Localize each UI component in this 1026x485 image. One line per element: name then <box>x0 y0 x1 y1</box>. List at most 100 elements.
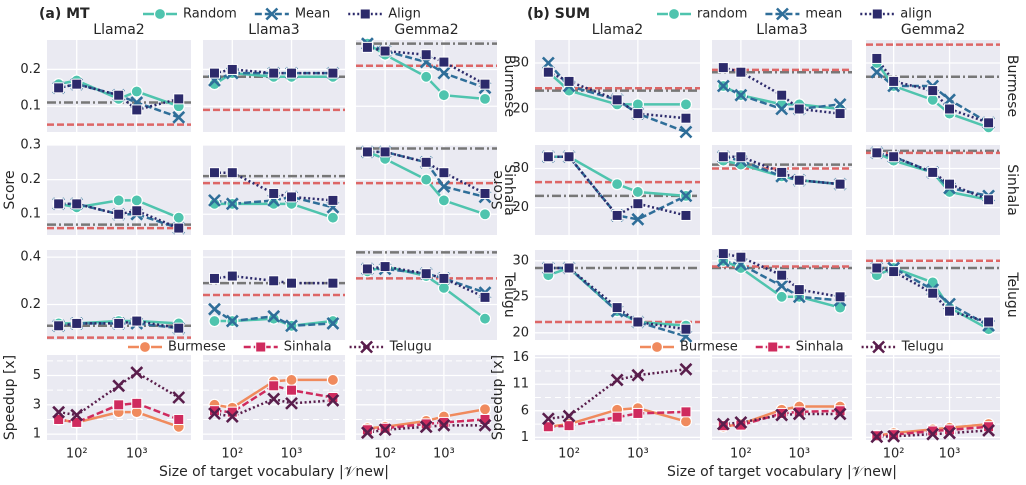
data-point <box>927 85 939 97</box>
data-point <box>776 89 788 101</box>
data-point <box>775 279 789 293</box>
y-tick-label: 0.3 <box>20 138 41 153</box>
x-tick-label: 10² <box>730 447 752 462</box>
data-point <box>888 75 900 87</box>
data-point <box>52 405 66 419</box>
y-axis-label: Speedup [x] <box>490 355 506 440</box>
data-point <box>887 429 901 443</box>
data-point <box>379 45 391 57</box>
legend-marker <box>767 341 779 353</box>
series-line <box>548 266 687 331</box>
data-point <box>71 416 83 428</box>
data-point <box>268 67 280 79</box>
legend-label: Burmese <box>680 340 738 355</box>
data-point <box>173 413 185 425</box>
data-point <box>562 409 576 423</box>
data-point <box>563 262 575 274</box>
data-point <box>326 394 340 407</box>
row-label: Sinhala <box>1004 164 1020 216</box>
legend-marker <box>872 340 886 354</box>
data-point <box>611 302 623 314</box>
plot-background <box>47 355 191 440</box>
data-point <box>632 108 644 120</box>
column-title: Gemma2 <box>901 22 965 38</box>
data-point <box>927 166 939 178</box>
data-point <box>208 302 221 316</box>
row-label: Burmese <box>501 55 517 117</box>
series-line <box>367 267 486 294</box>
plot-background <box>356 250 497 340</box>
data-point <box>438 56 450 68</box>
data-point <box>735 66 747 78</box>
data-point <box>113 89 125 101</box>
y-tick-label: 11 <box>512 377 529 392</box>
data-point <box>208 405 220 417</box>
y-tick-label: 20 <box>512 200 529 215</box>
data-point <box>379 261 391 273</box>
legend-label: align <box>900 7 932 22</box>
panel-title: (a) MT <box>39 6 90 22</box>
data-point <box>631 368 645 382</box>
data-point <box>792 407 806 421</box>
data-point <box>361 146 373 158</box>
data-point <box>327 67 339 79</box>
data-point <box>420 49 432 61</box>
legend-label: Random <box>183 7 237 22</box>
data-point <box>888 266 900 278</box>
data-point <box>542 66 554 78</box>
x-tick-label: 10³ <box>433 447 455 462</box>
data-point <box>112 194 125 207</box>
y-axis-label: Score <box>2 170 18 209</box>
y-tick-label: 0.2 <box>20 172 41 187</box>
data-point <box>716 417 730 431</box>
legend-label: Burmese <box>168 340 226 355</box>
data-point <box>326 317 340 330</box>
data-point <box>776 166 788 178</box>
y-tick-label: 1 <box>33 427 41 442</box>
data-point <box>479 78 491 90</box>
data-point <box>833 97 847 111</box>
data-point <box>267 309 281 323</box>
data-point <box>226 167 238 179</box>
data-point <box>208 407 221 421</box>
data-point <box>944 305 956 317</box>
data-point <box>420 418 432 430</box>
data-point <box>53 198 65 210</box>
data-point <box>478 312 492 325</box>
column-title: Llama2 <box>93 22 144 38</box>
data-point <box>437 66 451 80</box>
data-point <box>611 178 624 191</box>
data-point <box>326 373 340 387</box>
data-point <box>563 420 575 432</box>
data-point <box>286 67 298 79</box>
data-point <box>53 413 65 425</box>
y-tick-label: 1 <box>521 430 529 445</box>
data-point <box>793 284 805 296</box>
data-point <box>113 317 125 329</box>
x-tick-label: 10² <box>883 447 905 462</box>
data-point <box>679 189 693 203</box>
data-point <box>327 277 339 289</box>
series-line <box>58 371 180 417</box>
data-point <box>735 151 747 163</box>
plot-background <box>712 145 852 235</box>
y-tick-label: 30 <box>512 56 529 71</box>
data-point <box>70 408 84 422</box>
series-line <box>548 410 686 428</box>
row-label: Telugu <box>1004 271 1020 317</box>
data-point <box>286 277 298 289</box>
data-point <box>361 41 373 53</box>
data-point <box>793 174 805 186</box>
data-point <box>285 373 298 387</box>
y-axis-label: Speedup [x] <box>2 355 18 440</box>
data-point <box>285 396 298 410</box>
data-point <box>173 322 185 334</box>
data-point <box>208 314 221 328</box>
legend-marker <box>265 7 279 21</box>
data-point <box>679 415 693 428</box>
data-point <box>437 418 451 432</box>
data-point <box>379 146 391 158</box>
y-tick-label: 30 <box>512 253 529 268</box>
data-point <box>113 208 125 220</box>
data-point <box>360 426 374 440</box>
